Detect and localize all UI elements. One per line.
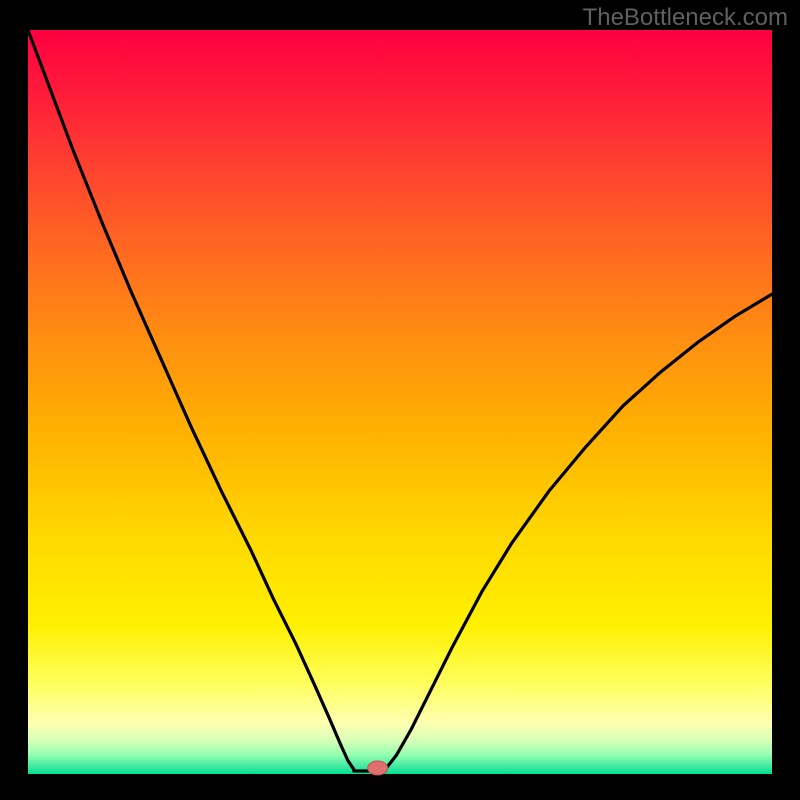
optimum-marker [368, 761, 388, 775]
chart-container: TheBottleneck.com [0, 0, 800, 800]
plot-background [28, 30, 772, 774]
chart-svg [0, 0, 800, 800]
watermark-text: TheBottleneck.com [583, 4, 788, 32]
